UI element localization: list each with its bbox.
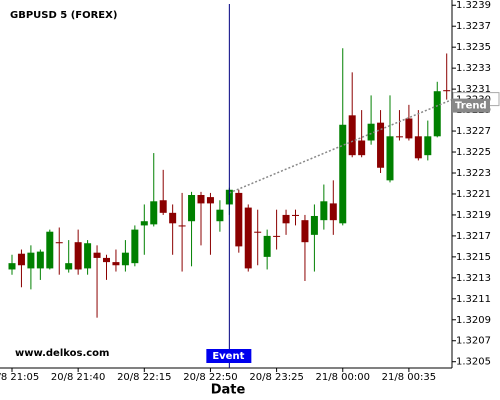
candle-body bbox=[65, 263, 73, 270]
x-tick-label: 20/8 23:25 bbox=[249, 372, 303, 383]
candle-body bbox=[263, 235, 271, 257]
event-label: Event bbox=[212, 351, 244, 362]
y-tick-label: 1.3223 bbox=[456, 168, 491, 179]
candle-body bbox=[320, 201, 328, 221]
candle-body bbox=[159, 200, 167, 213]
y-tick-label: 1.3233 bbox=[456, 63, 491, 74]
candle-body bbox=[178, 225, 186, 227]
x-tick-label: 21/8 00:00 bbox=[316, 372, 370, 383]
candle-body bbox=[443, 90, 451, 92]
candle-body bbox=[329, 203, 337, 221]
candle-body bbox=[74, 242, 82, 270]
x-tick-label: 20/8 21:05 bbox=[0, 372, 39, 383]
x-tick-label: 20/8 21:40 bbox=[51, 372, 105, 383]
trend-label-box bbox=[452, 98, 490, 113]
candle-body bbox=[103, 257, 110, 263]
y-tick-label: 1.3227 bbox=[456, 126, 491, 137]
candle-body bbox=[414, 136, 422, 159]
candle-body bbox=[112, 262, 120, 266]
candle-body bbox=[310, 215, 318, 235]
candle-body bbox=[377, 122, 385, 168]
candle-body bbox=[17, 253, 25, 266]
candle-body bbox=[292, 214, 299, 216]
candle-body bbox=[169, 212, 177, 224]
candle-body bbox=[386, 136, 394, 181]
candle-body bbox=[405, 118, 413, 139]
candle-body bbox=[424, 136, 432, 156]
candle-body bbox=[27, 252, 35, 269]
x-tick-label: 20/8 22:50 bbox=[183, 372, 237, 383]
candle-body bbox=[206, 197, 214, 204]
trend-label: Trend bbox=[455, 101, 487, 112]
candle-body bbox=[244, 207, 252, 269]
candle-body bbox=[367, 123, 375, 141]
y-tick-label: 1.3225 bbox=[456, 147, 491, 158]
candle-body bbox=[339, 124, 347, 224]
candle-body bbox=[197, 195, 205, 204]
candle-body bbox=[36, 251, 44, 269]
candle-body bbox=[358, 140, 366, 156]
candle-body bbox=[301, 220, 309, 243]
candle-body bbox=[282, 214, 290, 224]
candle-body bbox=[433, 91, 441, 137]
event-box bbox=[206, 349, 252, 363]
y-tick-label: 1.3239 bbox=[456, 0, 491, 11]
chart-title: GBPUSD 5 (FOREX) bbox=[10, 10, 117, 21]
y-tick-label: 1.3237 bbox=[456, 21, 491, 32]
x-tick-label: 21/8 00:35 bbox=[382, 372, 436, 383]
y-tick-label: 1.3221 bbox=[456, 189, 491, 200]
y-tick-label: 1.3205 bbox=[456, 357, 491, 368]
candle-body bbox=[395, 136, 403, 138]
candle-body bbox=[8, 263, 16, 270]
y-tick-label: 1.3235 bbox=[456, 42, 491, 53]
candle-body bbox=[235, 192, 243, 247]
y-tick-label: 1.3207 bbox=[456, 336, 491, 347]
trend-line bbox=[229, 98, 453, 194]
candle-body bbox=[93, 252, 101, 258]
candle-body bbox=[348, 115, 356, 156]
candle-body bbox=[121, 252, 129, 266]
y-tick-label: 1.3217 bbox=[456, 231, 491, 242]
y-tick-label: 1.3215 bbox=[456, 252, 491, 263]
candle-body bbox=[84, 243, 92, 269]
candle-body bbox=[131, 229, 139, 264]
candle-body bbox=[140, 221, 148, 226]
candle-body bbox=[216, 209, 224, 222]
candle-body bbox=[273, 235, 281, 237]
x-tick-label: 20/8 22:15 bbox=[117, 372, 171, 383]
candle-body bbox=[150, 201, 158, 225]
y-tick-label: 1.3231 bbox=[456, 84, 491, 95]
y-tick-label: 1.3209 bbox=[456, 315, 491, 326]
y-tick-label: 1.3211 bbox=[456, 294, 491, 305]
y-tick-label: 1.3219 bbox=[456, 210, 491, 221]
x-axis-label: Date bbox=[211, 383, 246, 398]
candle-body bbox=[188, 195, 196, 222]
candle-body bbox=[254, 231, 262, 233]
watermark: www.delkos.com bbox=[15, 348, 109, 359]
candle-body bbox=[46, 231, 54, 269]
y-tick-label: 1.3213 bbox=[456, 273, 491, 284]
candle-body bbox=[55, 242, 63, 244]
